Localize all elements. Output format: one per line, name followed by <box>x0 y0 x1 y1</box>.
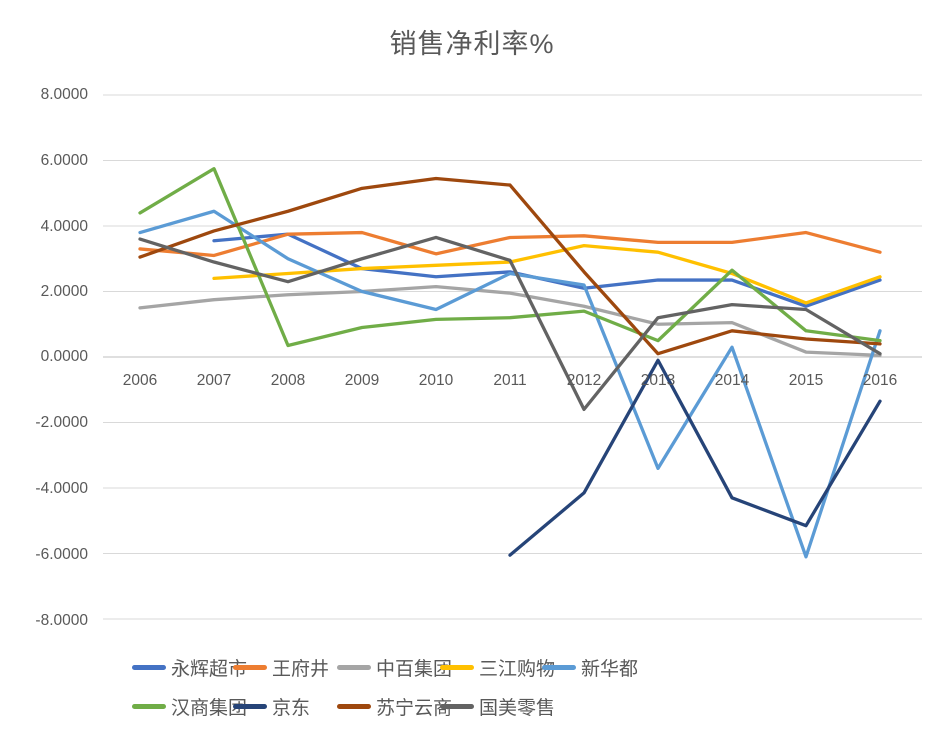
y-axis-tick-label: 6.0000 <box>40 152 88 169</box>
legend-label: 永辉超市 <box>171 658 248 680</box>
series-line <box>138 209 882 559</box>
y-axis-tick-label: -2.0000 <box>35 414 88 431</box>
legend-line-swatch <box>233 703 267 709</box>
x-axis-tick-label: 2012 <box>566 372 602 389</box>
y-axis-tick-label: 0.0000 <box>40 348 88 365</box>
legend-label: 京东 <box>272 697 311 719</box>
y-axis-tick-label: -6.0000 <box>35 546 88 563</box>
y-axis-tick-label: 8.0000 <box>40 86 88 103</box>
y-axis-tick-label: 4.0000 <box>40 218 88 235</box>
series-line <box>138 176 882 356</box>
legend-label: 三江购物 <box>479 658 556 680</box>
legend-label: 国美零售 <box>479 697 556 719</box>
legend-item-jingdong: 京东 <box>233 694 311 719</box>
x-axis-tick-label: 2006 <box>122 372 158 389</box>
y-axis-tick-label: -4.0000 <box>35 480 88 497</box>
legend-line-swatch <box>337 664 371 670</box>
x-axis-tick-label: 2007 <box>196 372 232 389</box>
x-axis-tick-label: 2010 <box>418 372 454 389</box>
y-axis-tick-label: 2.0000 <box>40 283 88 300</box>
legend-label: 新华都 <box>581 658 639 680</box>
legend-item-zhongbai: 中百集团 <box>337 655 453 680</box>
x-axis-tick-label: 2015 <box>788 372 824 389</box>
series-line <box>138 235 882 412</box>
legend-item-hanshang: 汉商集团 <box>132 694 248 719</box>
legend-label: 中百集团 <box>376 658 453 680</box>
legend-line-swatch <box>440 664 474 670</box>
legend-item-wangfujing: 王府井 <box>233 655 330 680</box>
legend-item-yonghui: 永辉超市 <box>132 655 248 680</box>
x-axis-tick-label: 2013 <box>640 372 676 389</box>
x-axis-tick-label: 2011 <box>493 372 527 389</box>
legend-line-swatch <box>132 664 166 670</box>
legend-line-swatch <box>542 664 576 670</box>
legend-label: 王府井 <box>272 658 330 680</box>
legend-label: 苏宁云商 <box>376 697 453 719</box>
series-line <box>508 358 882 557</box>
y-axis-tick-label: -8.0000 <box>35 612 88 629</box>
series-line <box>138 167 882 348</box>
legend-line-swatch <box>337 703 371 709</box>
legend-label: 汉商集团 <box>171 697 248 719</box>
chart-title: 销售净利率% <box>389 29 555 59</box>
legend-line-swatch <box>440 703 474 709</box>
x-axis-tick-label: 2016 <box>862 372 898 389</box>
x-axis-tick-label: 2009 <box>344 372 380 389</box>
legend-line-swatch <box>233 664 267 670</box>
legend-line-swatch <box>132 703 166 709</box>
legend-item-sanjiang: 三江购物 <box>440 655 556 680</box>
legend-item-gome: 国美零售 <box>440 694 556 719</box>
x-axis-tick-label: 2014 <box>714 372 750 389</box>
legend-item-xinhuadu: 新华都 <box>542 655 639 680</box>
legend-item-suning: 苏宁云商 <box>337 694 453 719</box>
x-axis-tick-label: 2008 <box>270 372 306 389</box>
series-line <box>138 284 882 358</box>
